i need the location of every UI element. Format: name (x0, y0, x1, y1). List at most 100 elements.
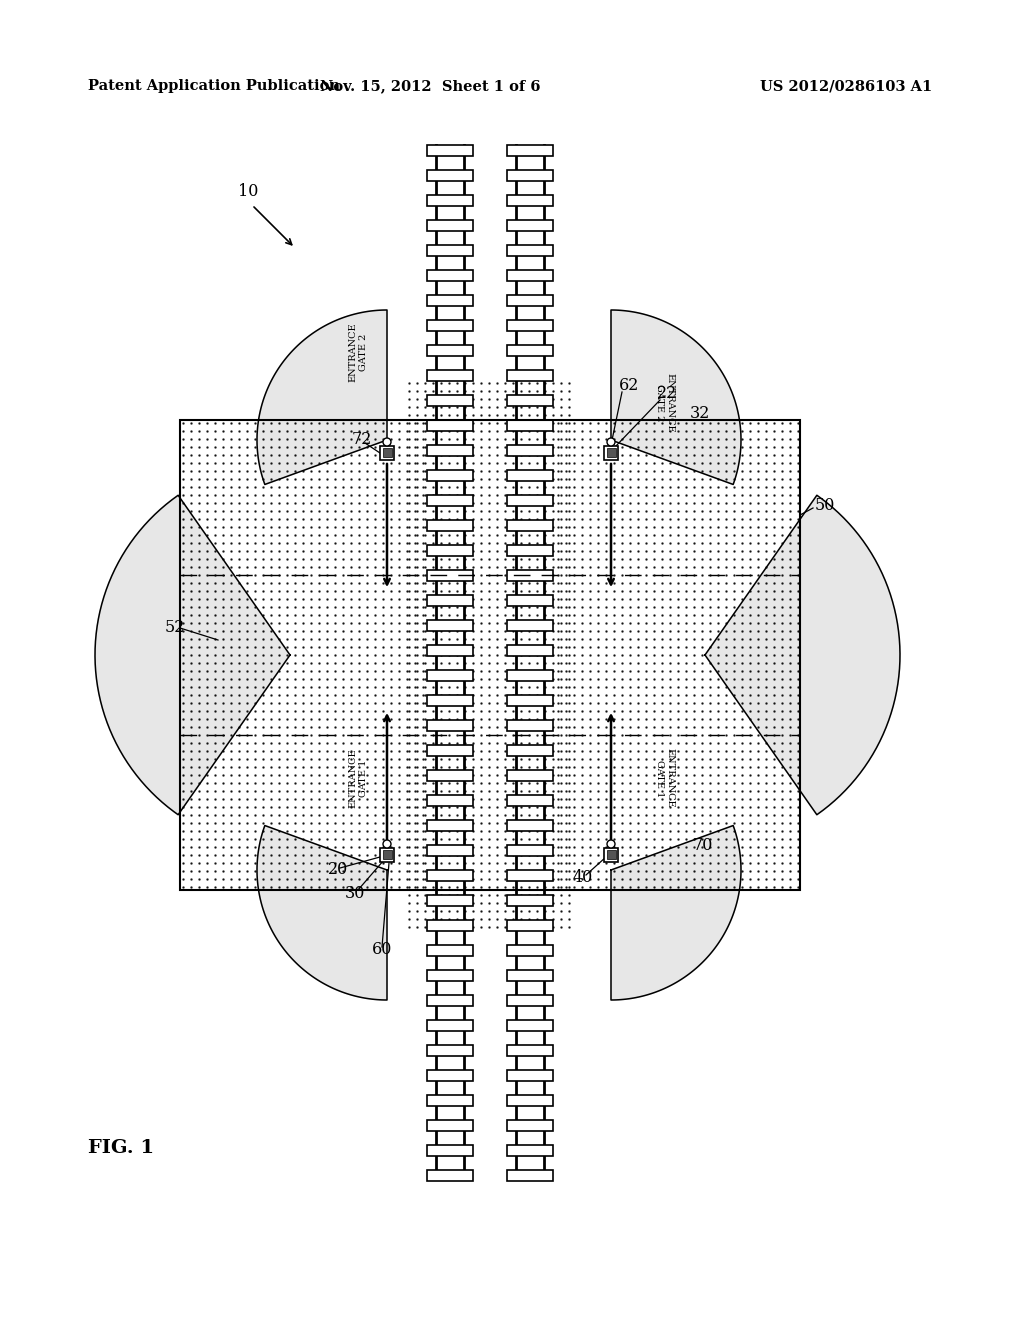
Bar (380, 446, 394, 459)
Bar (507, 719, 553, 731)
Text: 20: 20 (328, 862, 348, 879)
Bar (507, 1170, 553, 1181)
Text: Nov. 15, 2012  Sheet 1 of 6: Nov. 15, 2012 Sheet 1 of 6 (319, 79, 541, 92)
Text: Patent Application Publication: Patent Application Publication (88, 79, 340, 92)
Text: ENTRANCE
GATE 2: ENTRANCE GATE 2 (655, 374, 675, 433)
Text: 40: 40 (573, 870, 593, 887)
Bar (607, 850, 616, 859)
Bar (427, 795, 473, 807)
Text: 30: 30 (345, 884, 366, 902)
Bar (507, 870, 553, 880)
Polygon shape (705, 495, 900, 814)
Text: 22: 22 (657, 385, 677, 403)
Bar (427, 545, 473, 556)
Bar (507, 345, 553, 356)
Text: FIG. 1: FIG. 1 (88, 1139, 155, 1158)
Bar (427, 445, 473, 455)
Bar (507, 1096, 553, 1106)
Bar (507, 294, 553, 306)
Bar (427, 1144, 473, 1156)
Text: 70: 70 (693, 837, 714, 854)
Bar (507, 795, 553, 807)
Bar (507, 645, 553, 656)
Bar (507, 495, 553, 506)
Bar (507, 370, 553, 381)
Bar (507, 1119, 553, 1131)
Text: ENTRANCE
GATE 2: ENTRANCE GATE 2 (348, 322, 368, 381)
Bar (507, 970, 553, 981)
Bar (427, 319, 473, 331)
Bar (427, 620, 473, 631)
Bar (507, 620, 553, 631)
Bar (180, 420, 800, 890)
Bar (507, 1020, 553, 1031)
Bar (507, 595, 553, 606)
Bar (427, 1119, 473, 1131)
Bar (427, 1045, 473, 1056)
Bar (507, 271, 553, 281)
Bar (507, 195, 553, 206)
Bar (427, 920, 473, 931)
Bar (427, 470, 473, 480)
Bar (380, 847, 394, 862)
Text: 60: 60 (372, 941, 392, 958)
Circle shape (607, 840, 615, 847)
Bar (427, 945, 473, 956)
Bar (507, 845, 553, 855)
Bar (427, 495, 473, 506)
Bar (604, 446, 618, 459)
Bar (507, 945, 553, 956)
Bar (507, 170, 553, 181)
Bar (427, 970, 473, 981)
Bar (507, 445, 553, 455)
Bar (507, 319, 553, 331)
Bar (507, 395, 553, 407)
Bar (383, 850, 392, 859)
Bar (427, 420, 473, 432)
Text: US 2012/0286103 A1: US 2012/0286103 A1 (760, 79, 932, 92)
Polygon shape (257, 825, 387, 1001)
Bar (507, 220, 553, 231)
Bar (507, 1144, 553, 1156)
Bar (427, 520, 473, 531)
Bar (507, 1071, 553, 1081)
Circle shape (383, 438, 391, 446)
Bar (507, 744, 553, 756)
Circle shape (383, 840, 391, 847)
Bar (427, 645, 473, 656)
Bar (507, 246, 553, 256)
Bar (507, 145, 553, 156)
Text: ENTRANCE
GATE 1: ENTRANCE GATE 1 (655, 748, 675, 808)
Bar (427, 345, 473, 356)
Bar (427, 671, 473, 681)
Bar (427, 370, 473, 381)
Bar (427, 195, 473, 206)
Text: 50: 50 (815, 496, 836, 513)
Bar (507, 696, 553, 706)
Bar (383, 447, 392, 457)
Bar (507, 520, 553, 531)
Bar (427, 1170, 473, 1181)
Text: 72: 72 (352, 432, 373, 449)
Bar (507, 470, 553, 480)
Bar (427, 1020, 473, 1031)
Polygon shape (611, 310, 741, 484)
Bar (427, 895, 473, 906)
Bar (427, 1071, 473, 1081)
Bar (427, 246, 473, 256)
Bar (507, 895, 553, 906)
Text: ENTRANCE
GATE 1: ENTRANCE GATE 1 (348, 748, 368, 808)
Text: 10: 10 (238, 183, 258, 201)
Polygon shape (95, 495, 290, 814)
Bar (427, 170, 473, 181)
Bar (427, 770, 473, 781)
Bar (427, 696, 473, 706)
Bar (507, 671, 553, 681)
Bar (507, 770, 553, 781)
Bar (427, 271, 473, 281)
Text: 62: 62 (618, 376, 639, 393)
Bar (507, 920, 553, 931)
Bar (427, 744, 473, 756)
Bar (427, 395, 473, 407)
Bar (427, 719, 473, 731)
